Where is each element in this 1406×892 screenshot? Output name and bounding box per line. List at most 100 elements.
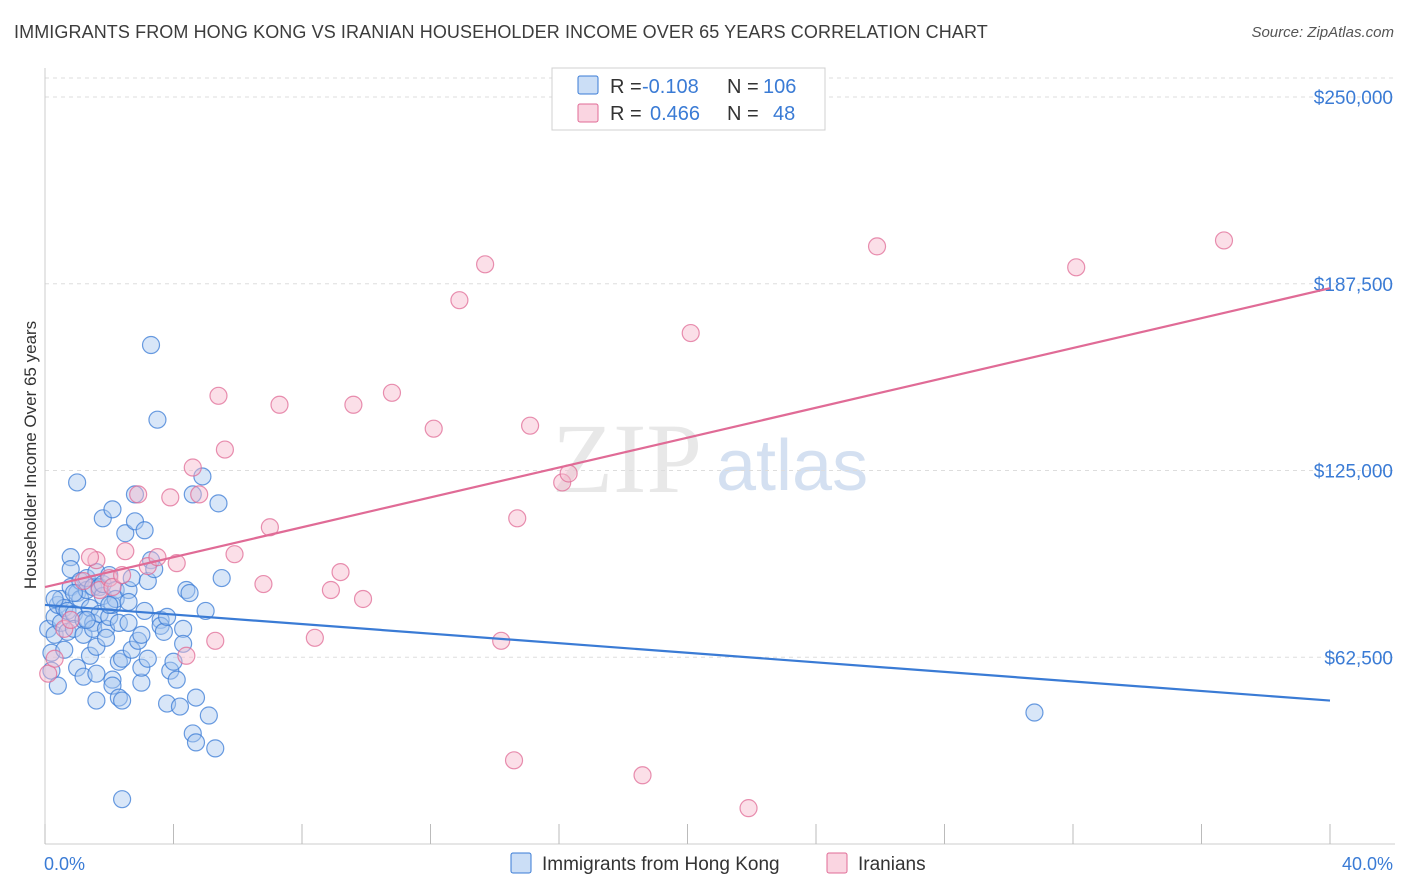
data-point-hong-kong [112,790,132,809]
data-point-iranians [183,458,202,477]
data-point-hong-kong [122,640,141,659]
y-tick-label: $62,500 [1324,648,1393,669]
data-point-hong-kong [183,485,202,504]
data-point-iranians [209,386,228,405]
data-point-iranians [520,416,540,435]
data-point-hong-kong [174,619,193,638]
data-point-hong-kong [103,670,122,689]
data-point-hong-kong [109,688,128,707]
legend-swatch-hong-kong [510,852,532,874]
data-point-iranians [177,646,196,665]
data-point-hong-kong [196,601,215,621]
data-point-iranians [321,580,341,600]
data-point-hong-kong [119,592,138,612]
legend-n-label: N = [727,76,759,98]
data-point-iranians [103,577,122,597]
watermark-atlas: atlas [716,426,868,506]
data-point-iranians [129,485,148,504]
data-point-hong-kong [186,733,206,752]
data-point-hong-kong [199,706,218,725]
data-point-iranians [167,554,186,573]
x-tick-label-start: 0.0% [44,854,85,874]
watermark-zip: ZIP [552,403,702,514]
data-point-hong-kong [96,628,116,647]
correlation-legend: R = -0.108 N = 106 R = 0.466 N = 48 [551,67,826,131]
data-point-hong-kong [177,580,196,600]
data-point-hong-kong [68,658,87,677]
data-point-iranians [45,649,64,668]
data-point-hong-kong [132,673,151,692]
watermark: ZIP atlas [552,403,868,514]
data-point-hong-kong [112,691,132,710]
data-point-hong-kong [180,583,199,603]
data-point-hong-kong [68,473,87,492]
data-point-hong-kong [206,739,225,758]
data-point-iranians [508,509,527,528]
data-point-hong-kong [132,625,151,644]
legend-r-label: R = [610,103,642,125]
data-point-hong-kong [45,589,64,609]
data-point-hong-kong [74,625,93,644]
y-tick-label: $125,000 [1314,462,1393,483]
trend-line-iranians [44,287,1331,589]
data-point-hong-kong [80,646,100,665]
data-point-hong-kong [61,560,80,579]
data-point-iranians [492,631,511,650]
data-point-hong-kong [174,634,193,653]
y-tick-label: $250,000 [1314,88,1393,109]
trend-lines [44,287,1331,702]
data-point-hong-kong [64,583,84,603]
data-point-iranians [305,628,324,647]
data-point-hong-kong [209,494,228,513]
data-point-hong-kong [170,697,190,716]
legend-n-label: N = [727,103,759,125]
legend-n-value: 48 [773,103,795,125]
axes [44,68,1395,845]
data-point-hong-kong [138,649,157,668]
data-point-hong-kong [135,521,154,540]
x-tick-labels: 0.0% 40.0% [44,854,1393,874]
data-point-iranians [1214,231,1234,250]
data-point-iranians [80,548,100,567]
x-tick-label-end: 40.0% [1342,854,1393,874]
data-point-iranians [116,542,135,561]
data-point-hong-kong [87,691,106,710]
data-point-iranians [344,395,363,414]
chart-title: IMMIGRANTS FROM HONG KONG VS IRANIAN HOU… [14,22,988,42]
data-point-iranians [424,419,443,438]
legend-label-hong-kong: Immigrants from Hong Kong [542,854,780,875]
legend-swatch-iranians [826,852,848,874]
data-point-hong-kong [119,613,138,632]
data-point-hong-kong [132,658,151,677]
data-point-iranians [206,631,225,650]
trend-line-hong-kong [44,603,1331,702]
data-point-iranians [61,610,80,630]
data-point-iranians [225,545,244,564]
legend-r-value: 0.466 [650,103,700,125]
data-point-hong-kong [109,613,128,632]
data-point-iranians [1067,258,1086,277]
legend-n-value: 106 [763,76,796,98]
data-point-iranians [553,473,572,492]
data-point-iranians [681,323,700,343]
data-point-hong-kong [148,410,167,429]
data-point-iranians [867,237,887,256]
data-point-hong-kong [1025,703,1044,722]
data-point-iranians [270,395,289,414]
gridlines [45,77,1395,658]
legend-swatch-hong-kong [577,75,599,95]
source-label: Source: ZipAtlas.com [1251,24,1394,41]
series-legend: Immigrants from Hong Kong Iranians [510,852,926,875]
legend-swatch-iranians [577,103,599,123]
data-point-iranians [353,589,373,609]
data-point-hong-kong [212,568,231,588]
data-point-iranians [215,440,234,459]
data-point-iranians [74,571,93,591]
legend-r-value: -0.108 [642,76,699,98]
data-point-hong-kong [116,524,135,543]
legend-label-iranians: Iranians [858,854,926,875]
data-point-iranians [331,562,350,582]
data-point-iranians [55,619,74,638]
data-point-hong-kong [141,335,161,355]
